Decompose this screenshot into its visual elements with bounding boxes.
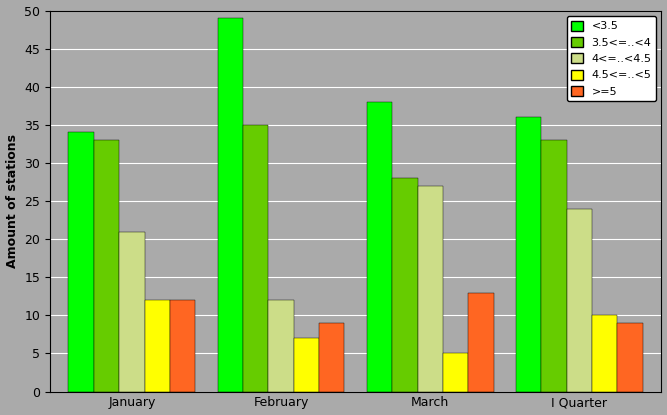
Bar [119, 232, 145, 392]
Bar [145, 300, 170, 392]
Bar [217, 18, 243, 392]
Bar [392, 178, 418, 392]
Bar [567, 209, 592, 392]
Bar [367, 102, 392, 392]
Bar [243, 125, 268, 392]
Y-axis label: Amount of stations: Amount of stations [5, 134, 19, 268]
Bar [542, 140, 567, 392]
Bar [69, 132, 94, 392]
Bar [319, 323, 344, 392]
Bar [468, 293, 494, 392]
Bar [268, 300, 293, 392]
Bar [293, 338, 319, 392]
Bar [516, 117, 542, 392]
Bar [443, 354, 468, 392]
Bar [618, 323, 643, 392]
Legend: <3.5, 3.5<=..<4, 4<=..<4.5, 4.5<=..<5, >=5: <3.5, 3.5<=..<4, 4<=..<4.5, 4.5<=..<5, >… [567, 16, 656, 101]
Bar [418, 186, 443, 392]
Bar [94, 140, 119, 392]
Bar [170, 300, 195, 392]
Bar [592, 315, 618, 392]
